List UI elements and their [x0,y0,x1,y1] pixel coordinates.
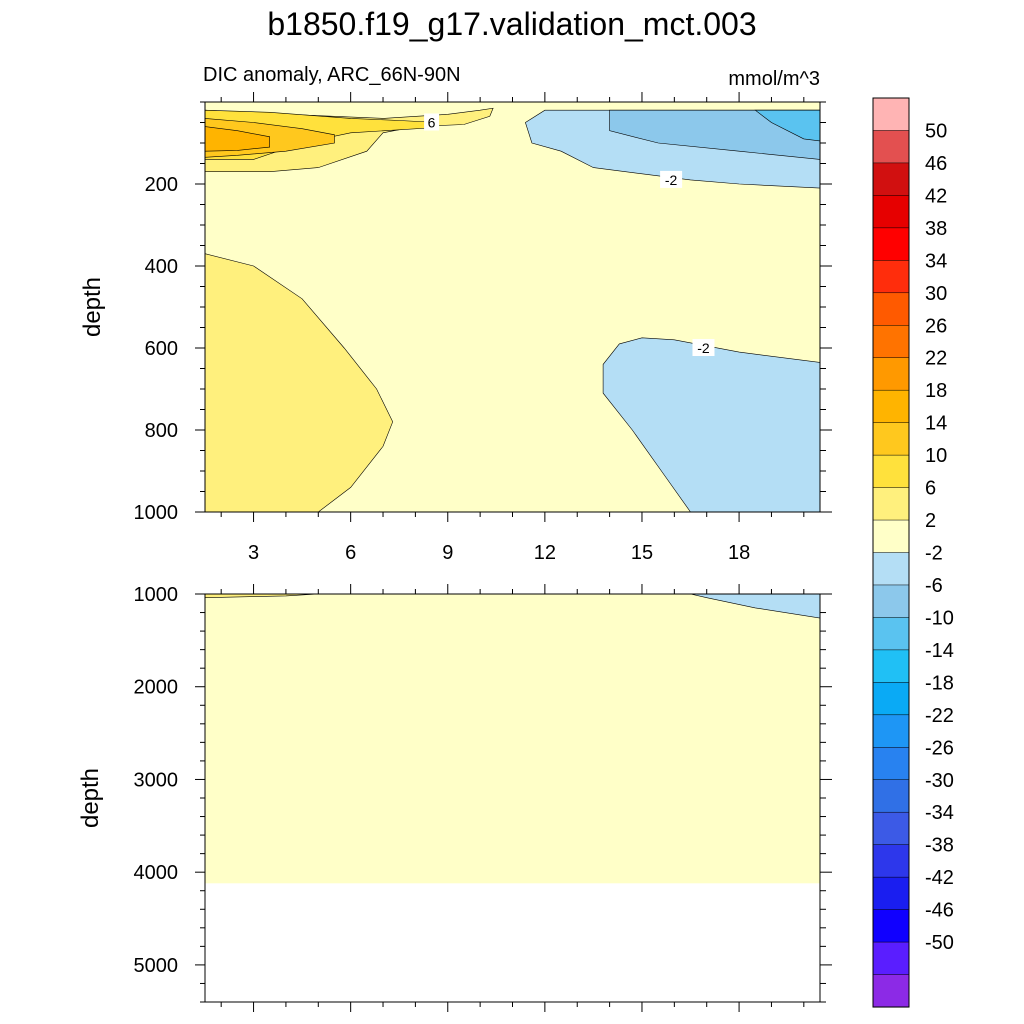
colorbar-swatch-15 [872,584,910,618]
colorbar-swatch-8 [872,357,910,391]
contour-label-box-2 [692,339,715,356]
colorbar-label-22: -38 [925,835,954,857]
chart-title: b1850.f19_g17.validation_mct.003 [267,6,756,42]
bottom-ytick-label-1: 2000 [134,677,179,699]
colorbar-label-10: 10 [925,445,947,467]
top-xtick-label-0: 3 [248,542,259,564]
top-ytick-label-4: 1000 [134,502,179,524]
top-xtick-label-3: 12 [534,542,556,564]
colorbar-label-1: 46 [925,153,947,175]
bottom-ylabel: depth [77,768,104,828]
colorbar: 50 46 42 38 34 30 26 22 18 14 10 6 2 -2 -6 -10 -14 -18 -22… [872,97,954,1008]
colorbar-swatch-18 [872,682,910,716]
top-contour-region-6 [609,109,820,160]
colorbar-frame [872,97,910,1008]
colorbar-swatch-1 [872,130,910,164]
bottom-contour-region-0 [205,594,319,599]
top-ytick-label-3: 800 [145,420,178,442]
top-xtick-label-2: 9 [442,542,453,564]
top-ytick-label-0: 200 [145,174,178,196]
colorbar-swatch-17 [872,649,910,683]
colorbar-label-14: -6 [925,575,943,597]
colorbar-swatch-12 [872,487,910,521]
colorbar-swatch-27 [872,974,910,1008]
contour-label-box-0 [424,113,440,131]
colorbar-swatch-4 [872,227,910,261]
colorbar-swatch-25 [872,909,910,943]
colorbar-swatch-9 [872,389,910,424]
colorbar-label-20: -30 [925,770,954,792]
colorbar-swatch-14 [872,552,910,586]
colorbar-swatch-7 [872,325,910,359]
top-contour-region-3 [205,126,271,152]
contour-label-1: -2 [665,172,678,188]
chart-subtitle: DIC anomaly, ARC_66N-90N [203,64,461,86]
colorbar-label-19: -26 [925,737,954,759]
colorbar-label-11: 6 [925,478,936,500]
bottom-panel-data-area [205,594,820,884]
colorbar-label-6: 26 [925,315,947,337]
colorbar-swatch-13 [872,519,910,554]
top-ytick-label-1: 400 [145,256,178,278]
colorbar-swatch-16 [872,617,910,651]
colorbar-swatch-6 [872,292,910,326]
colorbar-label-24: -46 [925,900,954,922]
colorbar-label-18: -22 [925,705,954,727]
bottom-panel: 1000 2000 3000 4000 5000 [134,584,832,1012]
colorbar-label-12: 2 [925,510,936,532]
colorbar-swatch-3 [872,195,910,229]
colorbar-label-25: -50 [925,932,954,954]
top-panel: 6 -2 -2 200 400 600 800 1000 3 6 9 12 15 18 [134,92,832,564]
bottom-ytick-label-3: 4000 [134,862,179,884]
colorbar-swatch-21 [872,779,910,813]
top-ylabel: depth [79,277,106,337]
colorbar-label-4: 34 [925,250,947,272]
colorbar-swatch-5 [872,260,910,294]
colorbar-label-5: 30 [925,283,947,305]
colorbar-label-23: -42 [925,867,954,889]
contour-label-0: 6 [428,115,436,131]
colorbar-label-3: 38 [925,218,947,240]
top-xtick-label-1: 6 [345,542,356,564]
top-contour-region-7 [754,109,820,142]
units-label: mmol/m^3 [728,68,820,90]
colorbar-swatch-19 [872,714,910,748]
colorbar-label-7: 22 [925,348,947,370]
colorbar-label-9: 14 [925,413,947,435]
colorbar-label-17: -18 [925,672,954,694]
colorbar-label-16: -14 [925,640,954,662]
top-ytick-label-2: 600 [145,338,178,360]
bottom-panel-frame [204,593,821,1003]
colorbar-swatch-26 [872,941,910,976]
bottom-contour-region-1 [690,594,820,619]
contour-label-box-1 [660,170,683,188]
top-xtick-label-5: 18 [728,542,750,564]
bottom-ytick-label-2: 3000 [134,769,179,791]
top-xtick-label-4: 15 [631,542,653,564]
colorbar-swatch-2 [872,162,910,196]
colorbar-label-0: 50 [925,121,947,143]
colorbar-swatch-10 [872,422,910,456]
colorbar-label-21: -34 [925,802,954,824]
bottom-ytick-label-0: 1000 [134,584,179,606]
top-panel-frame [204,101,821,513]
colorbar-label-8: 18 [925,380,947,402]
contour-label-2: -2 [697,340,710,356]
colorbar-swatch-24 [872,876,910,911]
top-contour-region-8 [602,337,820,512]
bottom-ytick-label-4: 5000 [134,955,179,977]
colorbar-swatch-23 [872,844,910,878]
colorbar-swatch-0 [872,97,910,132]
colorbar-swatch-11 [872,454,910,489]
colorbar-label-13: -2 [925,543,943,565]
colorbar-label-15: -10 [925,607,954,629]
colorbar-swatch-20 [872,747,910,781]
top-contour-region-4 [205,253,394,512]
colorbar-swatch-22 [872,811,910,846]
colorbar-label-2: 42 [925,185,947,207]
